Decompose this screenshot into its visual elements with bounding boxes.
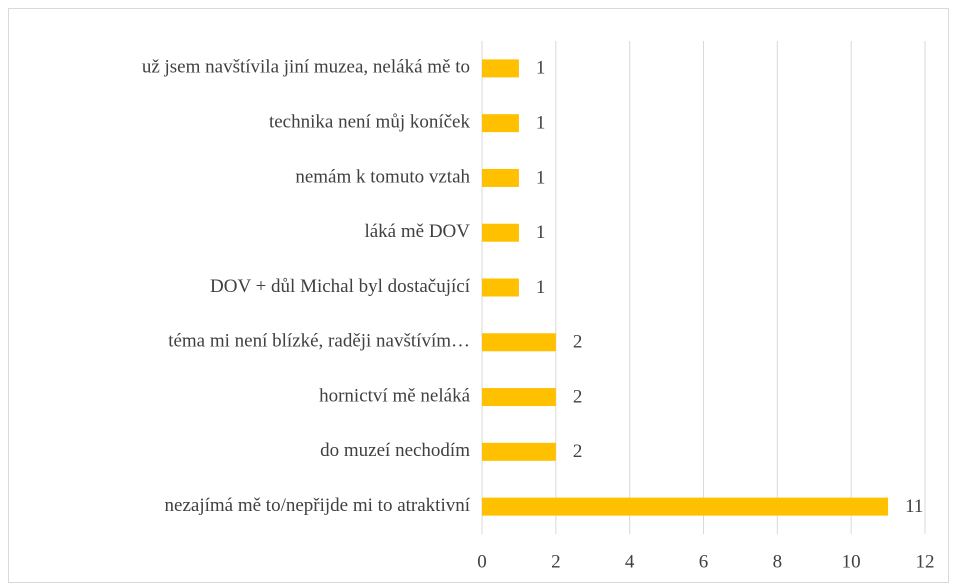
x-tick-label: 6	[699, 551, 709, 572]
data-label: 1	[536, 58, 546, 79]
data-label: 1	[536, 167, 546, 188]
x-tick-label: 8	[773, 551, 783, 572]
data-label: 2	[573, 386, 583, 407]
y-tick-label: do muzeí nechodím	[320, 440, 470, 461]
y-tick-label: láká mě DOV	[364, 221, 470, 242]
y-tick-label: technika není můj koníček	[269, 112, 471, 133]
bar	[482, 333, 556, 352]
x-tick-label: 10	[842, 551, 861, 572]
bar	[482, 278, 519, 297]
y-tick-label: už jsem navštívila jiní muzea, neláká mě…	[142, 57, 470, 78]
bar	[482, 114, 519, 133]
data-label: 2	[573, 441, 583, 462]
data-label: 1	[536, 113, 546, 134]
bar	[482, 388, 556, 407]
bar	[482, 168, 519, 187]
y-tick-label: hornictví mě neláká	[319, 385, 470, 406]
bar	[482, 497, 889, 516]
x-tick-label: 12	[916, 551, 935, 572]
y-tick-label: nemám k tomuto vztah	[295, 166, 470, 187]
y-tick-label: nezajímá mě to/nepřijde mi to atraktivní	[165, 495, 471, 516]
bar	[482, 59, 519, 78]
data-label: 2	[573, 332, 583, 353]
x-tick-label: 4	[625, 551, 635, 572]
x-tick-label: 2	[551, 551, 561, 572]
bar	[482, 442, 556, 461]
y-tick-label: DOV + důl Michal byl dostačující	[210, 276, 471, 297]
chart-border	[8, 8, 949, 583]
data-label: 1	[536, 277, 546, 298]
bar	[482, 223, 519, 242]
x-tick-label: 0	[477, 551, 487, 572]
data-label: 1	[536, 222, 546, 243]
data-label: 11	[905, 496, 923, 517]
y-tick-label: téma mi není blízké, raději navštívím…	[168, 331, 470, 352]
